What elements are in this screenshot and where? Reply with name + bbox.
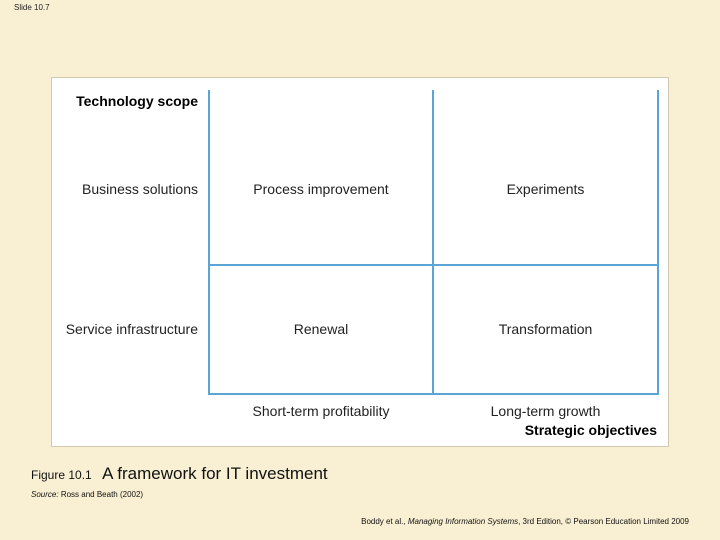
grid-line-bottom <box>208 393 659 395</box>
column-label-short-term-profitability: Short-term profitability <box>252 403 390 419</box>
y-axis-title: Technology scope <box>76 93 198 109</box>
row-label-service-infrastructure: Service infrastructure <box>65 321 198 337</box>
figure-title: A framework for IT investment <box>102 464 328 483</box>
grid-line-left <box>208 90 210 395</box>
x-axis-title: Strategic objectives <box>524 422 657 438</box>
cell-process-improvement: Process improvement <box>253 181 389 197</box>
row-label-business-solutions: Business solutions <box>82 181 198 197</box>
grid-line-middle <box>432 90 434 395</box>
source-citation: Source: Ross and Beath (2002) <box>31 490 143 499</box>
cell-transformation: Transformation <box>498 321 593 337</box>
source-label: Source: <box>31 490 59 499</box>
figure-caption: Figure 10.1 A framework for IT investmen… <box>31 464 328 484</box>
cell-experiments: Experiments <box>506 181 585 197</box>
footer-edition: , 3rd Edition, © Pearson Education Limit… <box>518 517 689 526</box>
slide-number: Slide 10.7 <box>14 3 50 12</box>
footer-book-title: Managing Information Systems <box>407 517 519 526</box>
framework-diagram: Technology scope Business solutions Serv… <box>51 77 669 447</box>
figure-number: Figure 10.1 <box>31 468 92 482</box>
grid-line-right <box>657 90 659 395</box>
grid-line-horizontal-mid <box>208 264 659 266</box>
footer-authors: Boddy et al., <box>361 517 406 526</box>
source-text: Ross and Beath (2002) <box>60 490 144 499</box>
column-label-long-term-growth: Long-term growth <box>490 403 601 419</box>
copyright-footer: Boddy et al., Managing Information Syste… <box>361 517 689 526</box>
cell-renewal: Renewal <box>293 321 349 337</box>
